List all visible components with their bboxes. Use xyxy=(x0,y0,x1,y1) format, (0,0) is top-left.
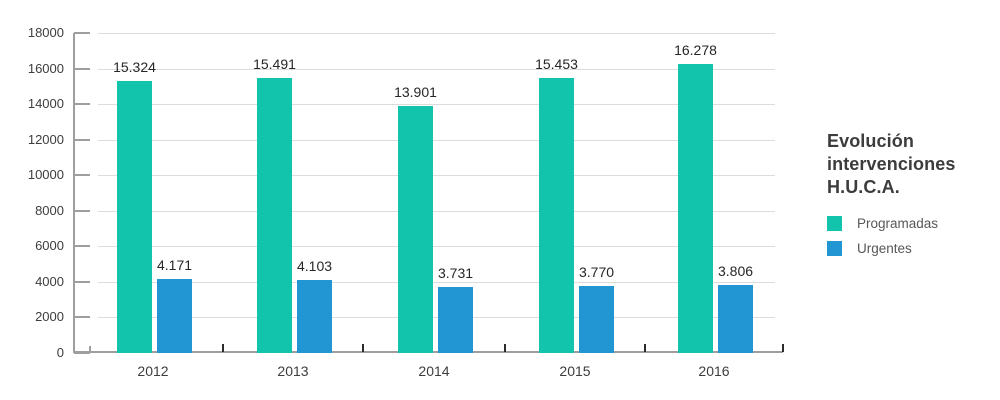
y-axis-tick xyxy=(74,68,90,70)
gridline xyxy=(98,104,775,105)
y-axis-label: 8000 xyxy=(35,203,64,218)
y-axis-tick xyxy=(74,352,90,354)
legend-label: Urgentes xyxy=(857,241,912,256)
legend-item-urgentes: Urgentes xyxy=(827,241,997,256)
bar-urgentes-2013 xyxy=(297,280,332,353)
gridline xyxy=(98,211,775,212)
y-axis-tick xyxy=(74,210,90,212)
y-axis-tick xyxy=(74,174,90,176)
bar-urgentes-2016 xyxy=(718,285,753,353)
y-axis-tick xyxy=(74,32,90,34)
gridline xyxy=(98,317,775,318)
y-axis-tick xyxy=(74,245,90,247)
y-axis-tick xyxy=(74,281,90,283)
y-axis-line xyxy=(73,33,75,353)
y-axis-label: 16000 xyxy=(27,61,64,76)
bar-programadas-2014 xyxy=(398,106,433,353)
value-label-programadas-2014: 13.901 xyxy=(394,84,437,100)
legend-swatch-urgentes xyxy=(827,241,842,256)
x-axis-tick xyxy=(504,344,506,352)
y-axis-label: 12000 xyxy=(27,132,64,147)
bar-programadas-2012 xyxy=(117,81,152,353)
x-axis-tick xyxy=(362,344,364,352)
y-axis-label: 18000 xyxy=(27,25,64,40)
legend: Programadas Urgentes xyxy=(827,216,997,256)
bar-urgentes-2014 xyxy=(438,287,473,353)
gridline xyxy=(98,282,775,283)
x-axis-label-2012: 2012 xyxy=(137,363,169,379)
legend-label: Programadas xyxy=(857,216,939,231)
y-axis-tick xyxy=(74,103,90,105)
x-axis-tick xyxy=(782,344,784,352)
x-axis-label-2016: 2016 xyxy=(698,363,730,379)
value-label-urgentes-2012: 4.171 xyxy=(156,257,193,273)
legend-item-programadas: Programadas xyxy=(827,216,997,231)
x-axis-label-2015: 2015 xyxy=(559,363,591,379)
chart-title: Evolución intervenciones H.U.C.A. xyxy=(827,131,956,197)
value-label-urgentes-2015: 3.770 xyxy=(578,264,615,280)
axis-notch xyxy=(89,346,91,352)
value-label-urgentes-2013: 4.103 xyxy=(296,258,333,274)
value-label-urgentes-2016: 3.806 xyxy=(717,263,754,279)
gridline xyxy=(98,33,775,34)
y-axis-tick xyxy=(74,316,90,318)
y-axis-label: 2000 xyxy=(35,309,64,324)
x-axis-tick xyxy=(222,344,224,352)
bar-programadas-2016 xyxy=(678,64,713,353)
gridline xyxy=(98,140,775,141)
bar-urgentes-2015 xyxy=(579,286,614,353)
y-axis-label: 0 xyxy=(56,345,64,360)
y-axis-label: 10000 xyxy=(27,167,64,182)
x-axis-tick xyxy=(644,344,646,352)
bar-programadas-2013 xyxy=(257,78,292,353)
gridline xyxy=(98,246,775,247)
value-label-urgentes-2014: 3.731 xyxy=(437,265,474,281)
x-axis-label-2013: 2013 xyxy=(277,363,309,379)
gridline xyxy=(98,175,775,176)
value-label-programadas-2013: 15.491 xyxy=(253,56,296,72)
value-label-programadas-2015: 15.453 xyxy=(535,56,578,72)
value-label-programadas-2012: 15.324 xyxy=(113,59,156,75)
x-axis-label-2014: 2014 xyxy=(418,363,450,379)
gridline xyxy=(98,69,775,70)
bar-urgentes-2012 xyxy=(157,279,192,353)
chart-side-panel: Evolución intervenciones H.U.C.A. Progra… xyxy=(827,130,997,266)
y-axis-label: 4000 xyxy=(35,274,64,289)
legend-swatch-programadas xyxy=(827,216,842,231)
y-axis-label: 14000 xyxy=(27,96,64,111)
y-axis-label: 6000 xyxy=(35,238,64,253)
bar-programadas-2015 xyxy=(539,78,574,353)
value-label-programadas-2016: 16.278 xyxy=(674,42,717,58)
y-axis-tick xyxy=(74,139,90,141)
